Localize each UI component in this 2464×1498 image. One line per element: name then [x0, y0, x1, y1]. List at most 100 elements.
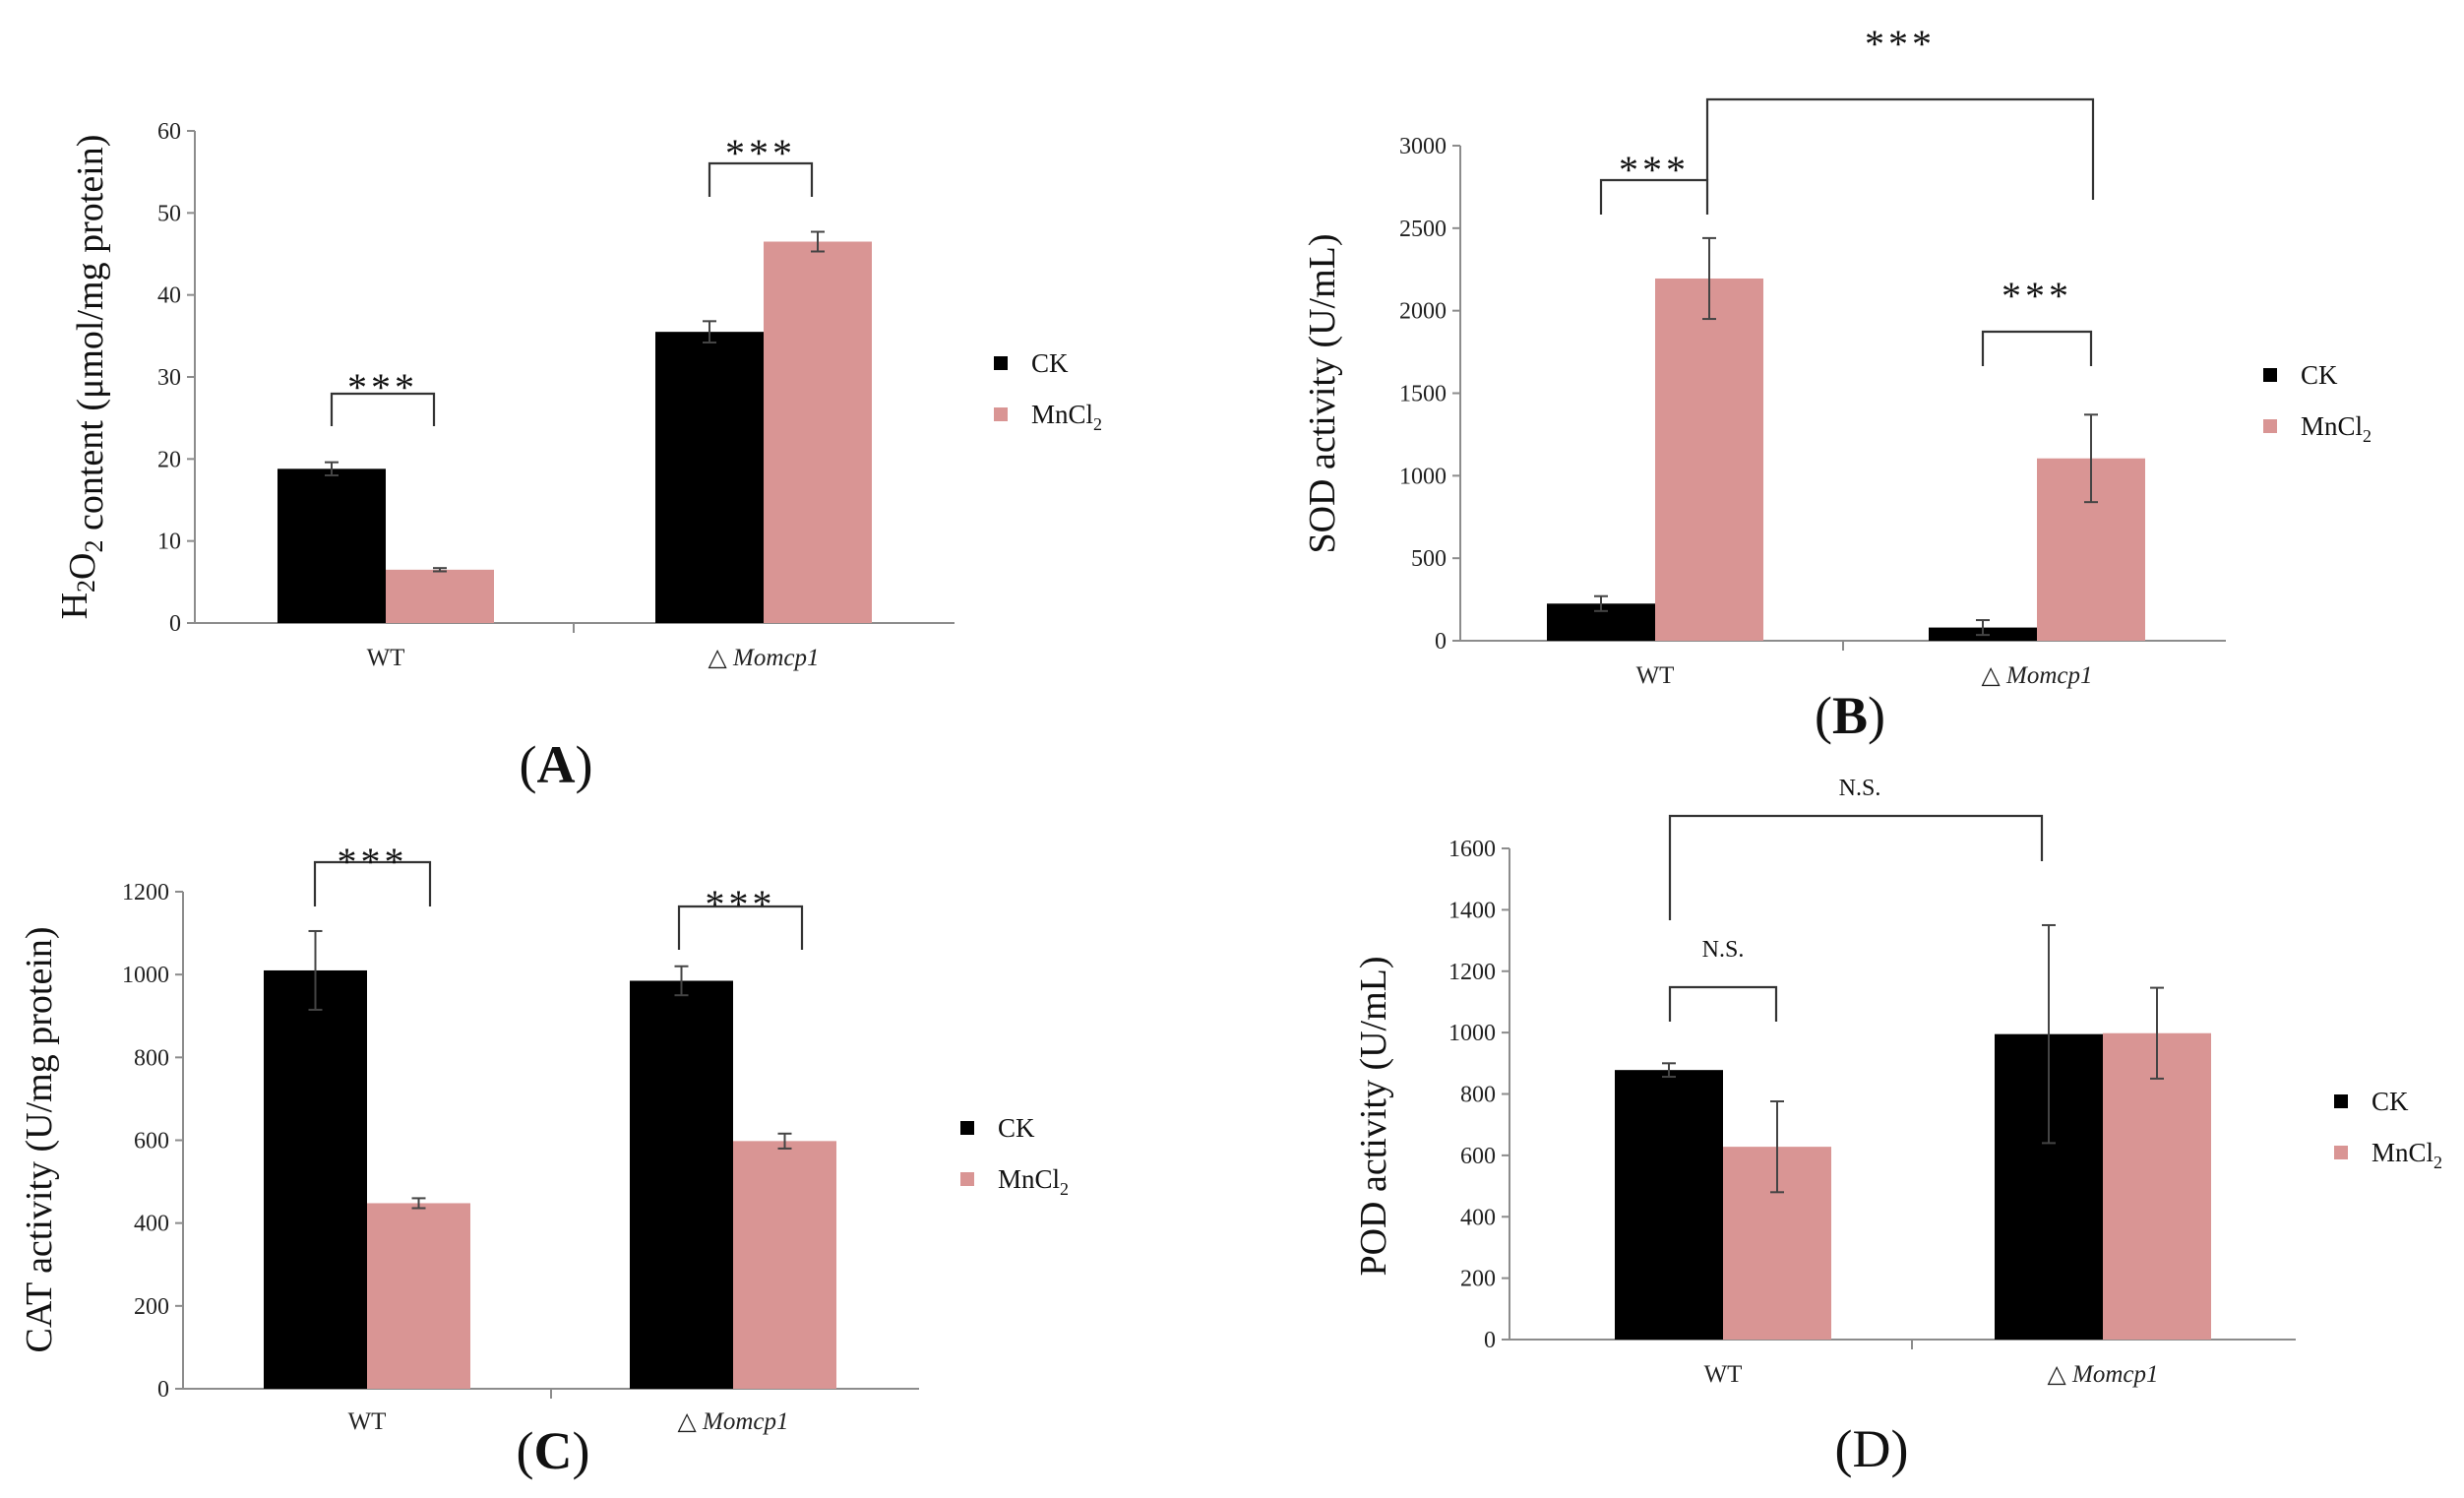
- y-tick-label: 0: [169, 611, 181, 637]
- bar-mncl2-wt: [1655, 278, 1763, 641]
- legend-label-ck: CK: [1031, 348, 1069, 378]
- legend-label-ck: CK: [998, 1113, 1035, 1143]
- chart-panel-c: 0 200 400 600 800 1000 1200 WT △ Momcp1 CAT activ…: [19, 840, 1069, 1480]
- y-axis-title: CAT activity (U/mg protein): [19, 926, 60, 1352]
- error-bar: [811, 230, 825, 253]
- x-category-label: WT: [1636, 662, 1675, 689]
- bar-ck-momcp1: [630, 980, 733, 1389]
- y-tick-label: 60: [157, 119, 181, 145]
- significance-label: ***: [347, 365, 418, 409]
- legend-swatch-mncl2: [960, 1172, 974, 1186]
- bar-mncl2-momcp1: [764, 241, 872, 623]
- legend-label-mncl2: MnCl2: [998, 1164, 1069, 1199]
- chart-panel-b: 0 500 1000 1500 2000 2500 3000 WT △ Momcp1 SOD ac…: [1302, 22, 2372, 745]
- panel-label: (B): [1815, 686, 1885, 745]
- y-tick-label: 400: [1460, 1205, 1496, 1230]
- y-tick-label: 600: [134, 1129, 169, 1155]
- error-bar: [777, 1132, 792, 1150]
- legend-swatch-mncl2: [2334, 1146, 2348, 1159]
- error-bar: [433, 567, 447, 573]
- legend-swatch-mncl2: [994, 407, 1008, 421]
- y-tick-label: 3000: [1399, 134, 1447, 159]
- y-tick-label: 0: [1484, 1328, 1496, 1353]
- x-category-label: WT: [1704, 1361, 1743, 1388]
- x-category-label: △ Momcp1: [708, 645, 820, 671]
- significance-bracket: [1705, 97, 2095, 200]
- significance-label: ***: [1865, 22, 1936, 66]
- error-bar: [2150, 986, 2164, 1080]
- significance-label: N.S.: [1702, 937, 1745, 963]
- legend-label-ck: CK: [2372, 1087, 2409, 1116]
- y-tick-label: 200: [1460, 1267, 1496, 1292]
- x-category-label: △ Momcp1: [2048, 1361, 2159, 1388]
- legend-swatch-ck: [994, 356, 1008, 370]
- bar-ck-wt: [264, 969, 367, 1389]
- legend-label-mncl2: MnCl2: [1031, 400, 1102, 434]
- error-bar: [1662, 1062, 1676, 1079]
- legend-label-ck: CK: [2301, 360, 2338, 390]
- y-axis-title: H2O2 content (μmol/mg protein): [54, 135, 111, 620]
- y-tick-label: 0: [157, 1377, 169, 1403]
- error-bar: [308, 929, 323, 1011]
- legend-swatch-mncl2: [2263, 419, 2277, 433]
- error-bar: [703, 320, 716, 343]
- legend-swatch-ck: [2263, 368, 2277, 382]
- bar-ck-wt: [277, 468, 386, 623]
- significance-label: ***: [725, 131, 796, 175]
- bar-ck-momcp1: [655, 332, 764, 623]
- error-bar: [411, 1197, 426, 1210]
- legend-label-mncl2: MnCl2: [2301, 411, 2372, 446]
- significance-bracket: [1599, 178, 1709, 215]
- panel-label: (A): [520, 735, 593, 794]
- legend-swatch-ck: [960, 1121, 974, 1135]
- bar-mncl2-momcp1: [2103, 1032, 2211, 1340]
- y-tick-label: 800: [1460, 1083, 1496, 1108]
- y-axis-title: SOD activity (U/mL): [1302, 233, 1343, 553]
- significance-label: ***: [2002, 274, 2072, 318]
- significance-label: N.S.: [1839, 776, 1881, 801]
- y-tick-label: 400: [134, 1212, 169, 1237]
- error-bar: [1594, 594, 1608, 612]
- bar-mncl2-momcp1: [733, 1141, 836, 1389]
- y-tick-label: 1600: [1448, 837, 1496, 862]
- significance-label: ***: [1619, 148, 1690, 192]
- y-axis-title: POD activity (U/mL): [1353, 956, 1394, 1276]
- y-tick-label: 1200: [122, 880, 169, 905]
- y-tick-label: 800: [134, 1045, 169, 1071]
- y-tick-label: 2000: [1399, 299, 1447, 325]
- significance-bracket: [1668, 814, 2044, 920]
- significance-bracket: [1981, 330, 2093, 366]
- x-category-label: WT: [367, 645, 405, 671]
- panel-label: (C): [517, 1421, 590, 1480]
- y-tick-label: 40: [157, 283, 181, 309]
- bar-ck-wt: [1615, 1070, 1723, 1340]
- y-tick-label: 30: [157, 365, 181, 391]
- chart-panel-a: 0 10 20 30 40 50 60 WT △ Momcp1 H2O2 content (μmo…: [54, 119, 1102, 794]
- y-tick-label: 500: [1411, 546, 1447, 572]
- y-tick-label: 1000: [122, 963, 169, 988]
- y-tick-label: 20: [157, 447, 181, 472]
- error-bar: [674, 965, 689, 997]
- error-bar: [1976, 619, 1990, 637]
- error-bar: [1702, 236, 1716, 321]
- y-tick-label: 1000: [1448, 1021, 1496, 1046]
- significance-bracket: [677, 905, 804, 950]
- significance-bracket: [708, 161, 814, 197]
- y-tick-label: 2500: [1399, 217, 1447, 242]
- x-category-label: WT: [348, 1408, 387, 1435]
- x-category-label: △ Momcp1: [1982, 662, 2093, 689]
- y-tick-label: 50: [157, 201, 181, 226]
- panel-label: (D): [1835, 1419, 1909, 1478]
- significance-bracket: [330, 392, 436, 426]
- y-tick-label: 1200: [1448, 960, 1496, 985]
- legend-swatch-ck: [2334, 1094, 2348, 1108]
- y-tick-label: 1400: [1448, 898, 1496, 923]
- y-tick-label: 600: [1460, 1144, 1496, 1169]
- y-tick-label: 0: [1435, 629, 1447, 655]
- error-bar: [325, 461, 339, 476]
- y-tick-label: 200: [134, 1294, 169, 1320]
- y-tick-label: 1000: [1399, 464, 1447, 489]
- bar-mncl2-wt: [367, 1203, 470, 1389]
- bar-mncl2-wt: [386, 569, 494, 623]
